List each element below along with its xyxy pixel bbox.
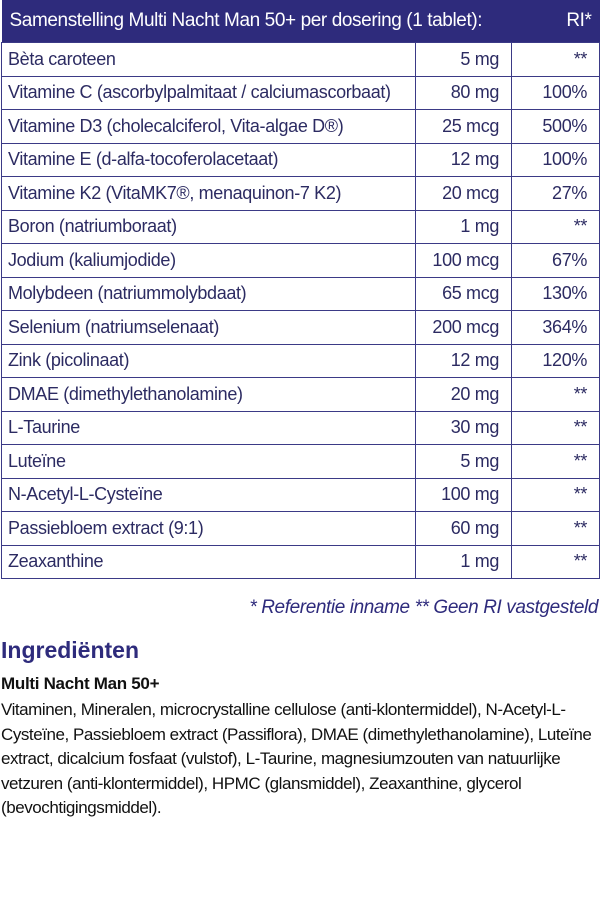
table-row: N-Acetyl-L-Cysteïne 100 mg **	[1, 477, 600, 512]
nutrient-ri: **	[511, 209, 600, 244]
table-header-title: Samenstelling Multi Nacht Man 50+ per do…	[1, 0, 512, 43]
table-header-row: Samenstelling Multi Nacht Man 50+ per do…	[1, 0, 600, 43]
table-row: Bèta caroteen 5 mg **	[1, 42, 600, 77]
table-row: Zeaxanthine 1 mg **	[1, 544, 600, 579]
nutrient-amount: 5 mg	[414, 444, 513, 479]
nutrient-amount: 80 mg	[414, 75, 513, 110]
table-row: Molybdeen (natriummolybdaat) 65 mcg 130%	[1, 276, 600, 311]
nutrient-ri: 500%	[511, 109, 600, 144]
nutrient-ri: 67%	[511, 243, 600, 278]
nutrient-amount: 20 mcg	[414, 176, 513, 211]
nutrient-name: Vitamine D3 (cholecalciferol, Vita-algae…	[1, 109, 416, 144]
nutrient-name: Vitamine C (ascorbylpalmitaat / calciuma…	[1, 75, 416, 110]
nutrient-ri: 120%	[511, 343, 600, 378]
product-name: Multi Nacht Man 50+	[1, 674, 160, 693]
table-header-ri: RI*	[511, 0, 600, 43]
nutrient-ri: **	[511, 410, 600, 445]
table-row: L-Taurine 30 mg **	[1, 410, 600, 445]
table-row: Zink (picolinaat) 12 mg 120%	[1, 343, 600, 378]
nutrient-name: Zink (picolinaat)	[1, 343, 416, 378]
nutrient-ri: **	[511, 444, 600, 479]
nutrient-ri: **	[511, 377, 600, 412]
table-row: Selenium (natriumselenaat) 200 mcg 364%	[1, 310, 600, 345]
table-row: Luteïne 5 mg **	[1, 444, 600, 479]
nutrient-name: DMAE (dimethylethanolamine)	[1, 377, 416, 412]
ri-legend: * Referentie inname ** Geen RI vastgeste…	[249, 597, 598, 618]
nutrient-amount: 60 mg	[414, 511, 513, 546]
table-row: Passiebloem extract (9:1) 60 mg **	[1, 511, 600, 546]
nutrient-amount: 5 mg	[414, 42, 513, 77]
nutrient-name: L-Taurine	[1, 410, 416, 445]
nutrient-amount: 100 mg	[414, 477, 513, 512]
nutrient-ri: 27%	[511, 176, 600, 211]
nutrient-name: Jodium (kaliumjodide)	[1, 243, 416, 278]
nutrient-ri: **	[511, 477, 600, 512]
table-row: DMAE (dimethylethanolamine) 20 mg **	[1, 377, 600, 412]
ingredients-text: Vitaminen, Mineralen, microcrystalline c…	[1, 700, 592, 817]
nutrient-amount: 30 mg	[414, 410, 513, 445]
nutrient-name: Bèta caroteen	[1, 42, 416, 77]
nutrient-amount: 65 mcg	[414, 276, 513, 311]
nutrient-amount: 1 mg	[414, 209, 513, 244]
table-row: Vitamine E (d-alfa-tocoferolacetaat) 12 m…	[1, 142, 600, 177]
nutrient-name: Vitamine K2 (VitaMK7®, menaquinon-7 K2)	[1, 176, 416, 211]
nutrient-name: Zeaxanthine	[1, 544, 416, 579]
nutrient-ri: 100%	[511, 75, 600, 110]
table-row: Vitamine D3 (cholecalciferol, Vita-algae…	[1, 109, 600, 144]
table-row: Boron (natriumboraat) 1 mg **	[1, 209, 600, 244]
nutrient-ri: **	[511, 42, 600, 77]
nutrient-name: Vitamine E (d-alfa-tocoferolacetaat)	[1, 142, 416, 177]
nutrient-ri: 100%	[511, 142, 600, 177]
nutrient-name: N-Acetyl-L-Cysteïne	[1, 477, 416, 512]
nutrient-amount: 12 mg	[414, 343, 513, 378]
nutrient-amount: 12 mg	[414, 142, 513, 177]
nutrient-amount: 1 mg	[414, 544, 513, 579]
ingredients-title: Ingrediënten	[1, 637, 140, 663]
nutrient-ri: 364%	[511, 310, 600, 345]
nutrient-name: Boron (natriumboraat)	[1, 209, 416, 244]
nutrient-name: Luteïne	[1, 444, 416, 479]
nutrient-amount: 100 mcg	[414, 243, 513, 278]
nutrient-ri: **	[511, 544, 600, 579]
table-row: Jodium (kaliumjodide) 100 mcg 67%	[1, 243, 600, 278]
table-row: Vitamine C (ascorbylpalmitaat / calciuma…	[1, 75, 600, 110]
nutrient-ri: **	[511, 511, 600, 546]
nutrient-amount: 25 mcg	[414, 109, 513, 144]
nutrient-name: Selenium (natriumselenaat)	[1, 310, 416, 345]
nutrient-amount: 20 mg	[414, 377, 513, 412]
nutrient-name: Passiebloem extract (9:1)	[1, 511, 416, 546]
nutrient-amount: 200 mcg	[414, 310, 513, 345]
nutrition-table: Samenstelling Multi Nacht Man 50+ per do…	[1, 0, 600, 579]
table-row: Vitamine K2 (VitaMK7®, menaquinon-7 K2) 2…	[1, 176, 600, 211]
nutrient-ri: 130%	[511, 276, 600, 311]
nutrient-name: Molybdeen (natriummolybdaat)	[1, 276, 416, 311]
